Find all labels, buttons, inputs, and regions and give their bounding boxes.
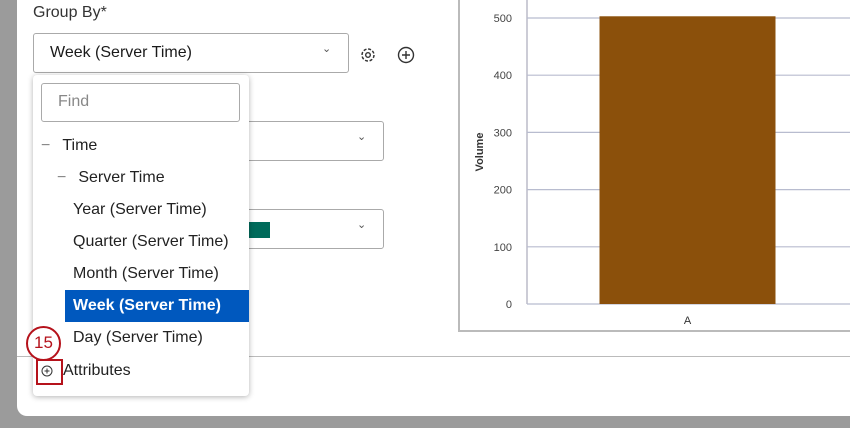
chevron-down-icon: ⌄ [357, 131, 367, 143]
chevron-down-icon: ⌄ [357, 219, 367, 231]
dropdown-item-label: Week (Server Time) [73, 297, 221, 314]
chart-frame [458, 0, 850, 332]
bar [599, 16, 776, 305]
dropdown-item-label: Time [62, 137, 98, 154]
step-badge: 15 [26, 326, 61, 361]
y-tick-label: 100 [494, 242, 512, 254]
group-by-value: Week (Server Time) [50, 44, 192, 61]
divider [17, 356, 850, 357]
add-circle-icon[interactable] [397, 46, 415, 64]
attributes-label: Attributes [63, 362, 131, 379]
dropdown-item-label: Quarter (Server Time) [73, 233, 229, 250]
collapse-icon[interactable]: − [57, 169, 67, 186]
group-by-select[interactable]: Week (Server Time) ⌄ [33, 33, 349, 73]
attributes-item[interactable]: Attributes [33, 355, 249, 387]
collapse-icon[interactable]: − [41, 137, 51, 154]
dropdown-item[interactable]: Month (Server Time) [73, 258, 219, 290]
bar-chart: 0 100 200 300 400 500 A Volume [474, 0, 850, 327]
color-swatch [249, 222, 270, 238]
group-by-dropdown: Find − Time − Server Time Year (Server Time)… [33, 75, 249, 396]
dropdown-item[interactable]: Quarter (Server Time) [73, 226, 229, 258]
y-tick-label: 400 [494, 70, 512, 82]
dropdown-item-label: Day (Server Time) [73, 329, 203, 346]
group-by-label: Group By* [33, 4, 107, 21]
add-circle-icon[interactable] [41, 365, 53, 377]
y-tick-label: 200 [494, 185, 512, 197]
dropdown-item-label: Month (Server Time) [73, 265, 219, 282]
highlight-box [36, 359, 63, 385]
dropdown-item[interactable]: − Time [41, 130, 97, 162]
y-axis-label: Volume [474, 133, 486, 172]
dropdown-item[interactable]: Day (Server Time) [73, 322, 203, 354]
chevron-down-icon: ⌄ [322, 43, 332, 55]
dropdown-item-label: Year (Server Time) [73, 201, 207, 218]
y-tick-label: 500 [494, 13, 512, 25]
dropdown-item[interactable]: − Server Time [57, 162, 165, 194]
dropdown-item[interactable]: Year (Server Time) [73, 194, 207, 226]
find-input[interactable]: Find [41, 83, 240, 122]
dropdown-item[interactable]: Week (Server Time) [65, 290, 249, 322]
gear-icon[interactable] [359, 46, 377, 64]
x-tick-label: A [684, 315, 692, 327]
dropdown-item-label: Server Time [78, 169, 165, 186]
y-tick-label: 0 [506, 299, 512, 311]
y-tick-label: 300 [494, 127, 512, 139]
